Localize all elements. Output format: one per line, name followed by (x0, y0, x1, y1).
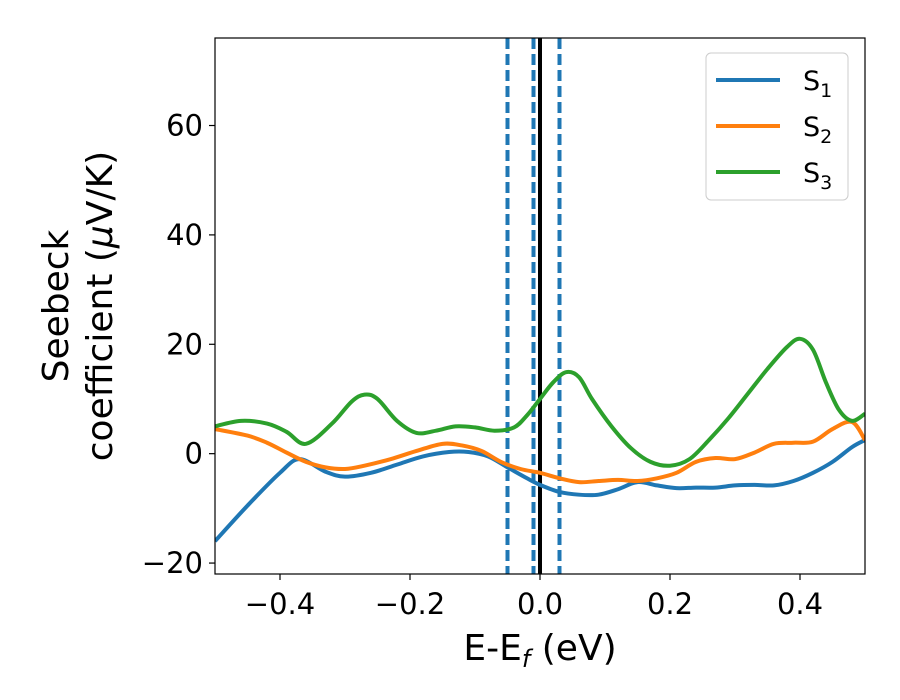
series-line-S1 (215, 438, 865, 543)
y-axis-ticks: −20 0 20 40 60 (142, 109, 215, 580)
legend: S1 S2 S3 (705, 52, 849, 201)
x-tick-label: −0.2 (375, 587, 445, 621)
x-tick-label: 0.4 (777, 587, 823, 621)
legend-label-S2: S2 (803, 112, 832, 148)
x-axis-ticks: −0.4 −0.2 0.0 0.2 0.4 (245, 574, 823, 621)
series-line-S2 (215, 419, 865, 485)
x-axis-label: E-Ef (eV) (463, 628, 616, 673)
legend-label-S3: S3 (803, 158, 832, 194)
y-axis-label: Seebeck coefficient (μV/K) (36, 151, 121, 461)
y-tick-label: 60 (166, 109, 203, 143)
y-tick-label: 40 (166, 218, 203, 252)
x-tick-label: 0.2 (647, 587, 693, 621)
legend-label-S1: S1 (803, 66, 832, 102)
y-axis-label-line1: Seebeck (36, 229, 77, 382)
y-tick-label: 20 (166, 327, 203, 361)
y-axis-label-line2: coefficient (μV/K) (80, 151, 121, 461)
x-tick-label: −0.4 (245, 587, 315, 621)
y-tick-label: −20 (142, 546, 203, 580)
y-tick-label: 0 (185, 437, 203, 471)
x-tick-label: 0.0 (517, 587, 563, 621)
series-line-S3 (215, 336, 865, 468)
series-group (215, 336, 865, 543)
